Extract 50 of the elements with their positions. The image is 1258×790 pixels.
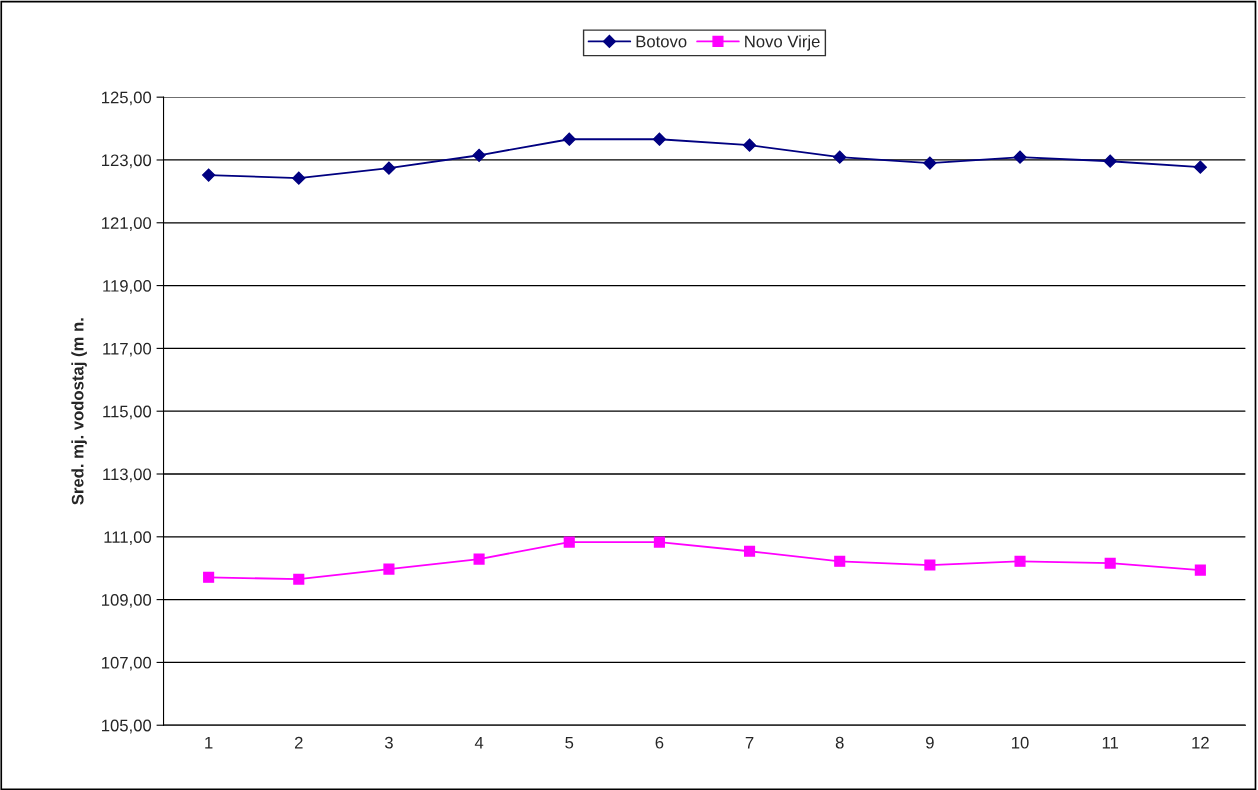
point [473,553,485,565]
point [472,148,486,162]
point [1193,160,1207,174]
y-tick-label: 121,00 [102,217,152,231]
point [293,573,305,585]
point [744,545,756,557]
y-tick-label: 125,00 [102,91,152,106]
x-tick-label: 6 [655,736,664,749]
y-tick-label: 115,00 [103,405,152,420]
x-tick-label: 8 [835,736,844,749]
point [1013,150,1027,164]
point [383,563,395,575]
x-tick-label: 4 [474,736,484,749]
point [202,168,216,182]
point [563,536,575,548]
y-tick-label: 117,00 [103,342,152,357]
x-tick-label: 9 [926,736,934,749]
point [924,559,936,571]
y-tick-label: 111,00 [104,531,152,545]
x-tick-label: 10 [1012,736,1029,749]
y-tick-label: 113,00 [103,468,152,483]
point [382,161,396,175]
y-tick-label: 119,00 [103,279,152,294]
y-tick-label: 109,00 [102,594,152,608]
point [1194,564,1206,576]
legend-label: Botovo [636,35,687,48]
point [292,171,306,185]
x-tick-label: 2 [294,736,303,749]
x-tick-label: 11 [1102,736,1119,749]
y-tick-label: 107,00 [102,656,152,671]
point [1104,557,1116,569]
x-tick-label: 7 [745,736,754,749]
point [923,156,937,170]
point [1103,154,1117,168]
x-tick-label: 3 [384,736,393,749]
y-tick-label: 105,00 [102,719,152,734]
point [1014,555,1026,567]
x-tick-label: 5 [565,736,574,749]
point [742,138,757,152]
point [652,132,666,146]
y-axis-title: Sred. mj. vodostaj (m n. [71,318,87,505]
point [203,571,215,583]
point [834,555,846,567]
legend-label: Novo Virje [745,35,820,51]
x-tick-label: 12 [1192,736,1209,749]
point [562,132,576,146]
point [653,536,665,548]
y-tick-label: 123,00 [102,154,152,169]
point [833,150,847,164]
x-tick-label: 1 [205,736,213,749]
